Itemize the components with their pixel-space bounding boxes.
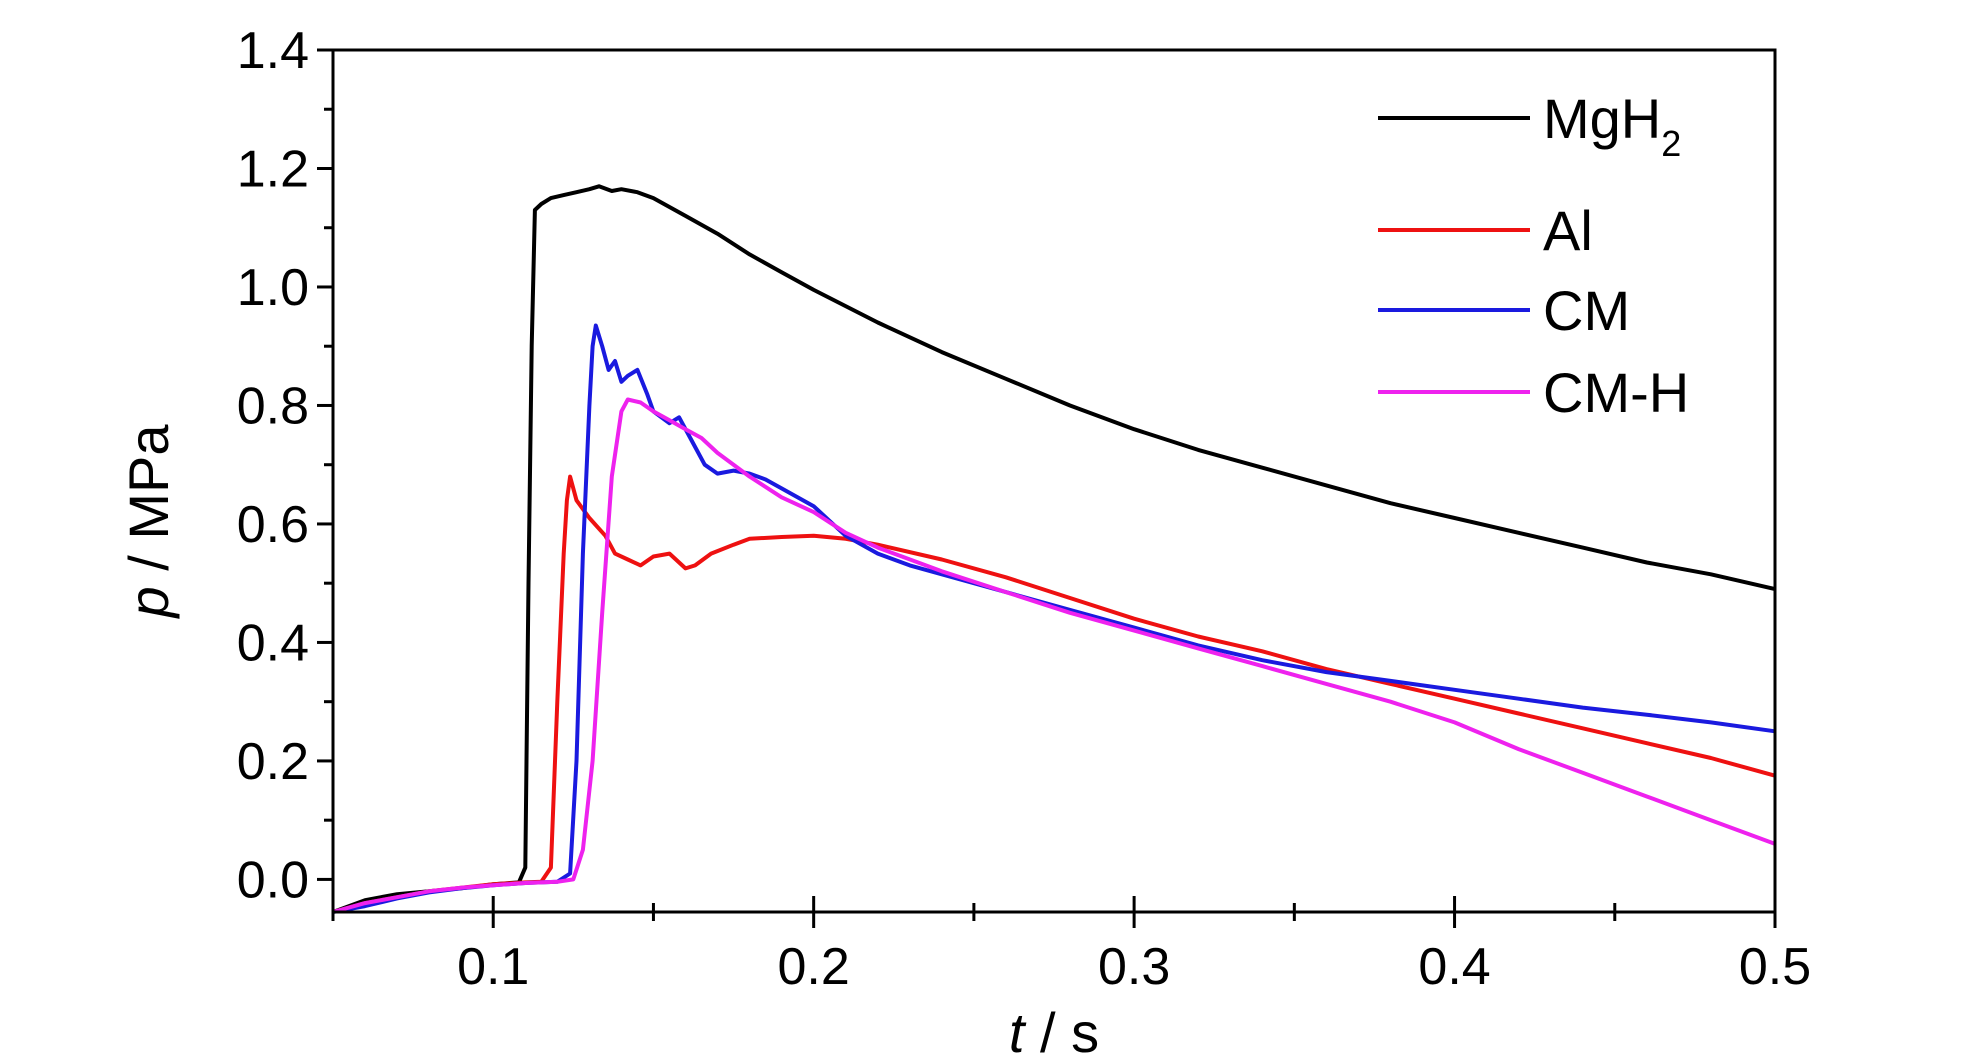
y-tick-label: 0.4 [237, 614, 309, 672]
legend-label: CM [1543, 279, 1630, 342]
legend-label: Al [1543, 199, 1593, 262]
y-tick-label: 1.2 [237, 140, 309, 198]
x-tick-label: 0.3 [1098, 938, 1170, 996]
legend-label: CM-H [1543, 361, 1689, 424]
tick-layer: 0.1 0.2 0.3 0.4 0.5 0.0 0.2 0.4 0.6 0.8 1.0 1.2 1.4 [237, 22, 1811, 996]
series-line-0 [332, 184, 1776, 914]
legend-item-3: CM-H [1378, 361, 1689, 424]
legend-label: MgH2 [1543, 87, 1681, 164]
legend-item-0: MgH2 [1378, 87, 1681, 164]
y-tick-label: 0.8 [237, 377, 309, 435]
legend-item-1: Al [1378, 199, 1593, 262]
series-line-1 [332, 474, 1776, 914]
y-tick-label: 0.0 [237, 851, 309, 909]
series-layer [332, 184, 1776, 914]
y-tick-label: 1.0 [237, 259, 309, 317]
x-axis-unit: / s [1024, 1001, 1099, 1062]
x-axis-title: t / s [1009, 1001, 1099, 1062]
legend: MgH2 Al CM CM-H [1378, 87, 1689, 424]
x-tick-label: 0.1 [457, 938, 529, 996]
y-tick-label: 1.4 [237, 22, 309, 80]
y-axis-unit: / MPa [117, 424, 180, 587]
x-axis-variable: t [1009, 1001, 1027, 1062]
legend-item-2: CM [1378, 279, 1630, 342]
series-line-3 [332, 397, 1776, 914]
x-tick-label: 0.2 [778, 938, 850, 996]
y-tick-label: 0.6 [237, 496, 309, 554]
plot-frame [331, 48, 1777, 914]
y-axis-variable: p [117, 586, 180, 619]
x-tick-label: 0.4 [1418, 938, 1490, 996]
x-tick-label: 0.5 [1739, 938, 1811, 996]
series-line-2 [332, 323, 1776, 914]
y-tick-label: 0.2 [237, 733, 309, 791]
y-axis-title: p / MPa [117, 424, 180, 620]
